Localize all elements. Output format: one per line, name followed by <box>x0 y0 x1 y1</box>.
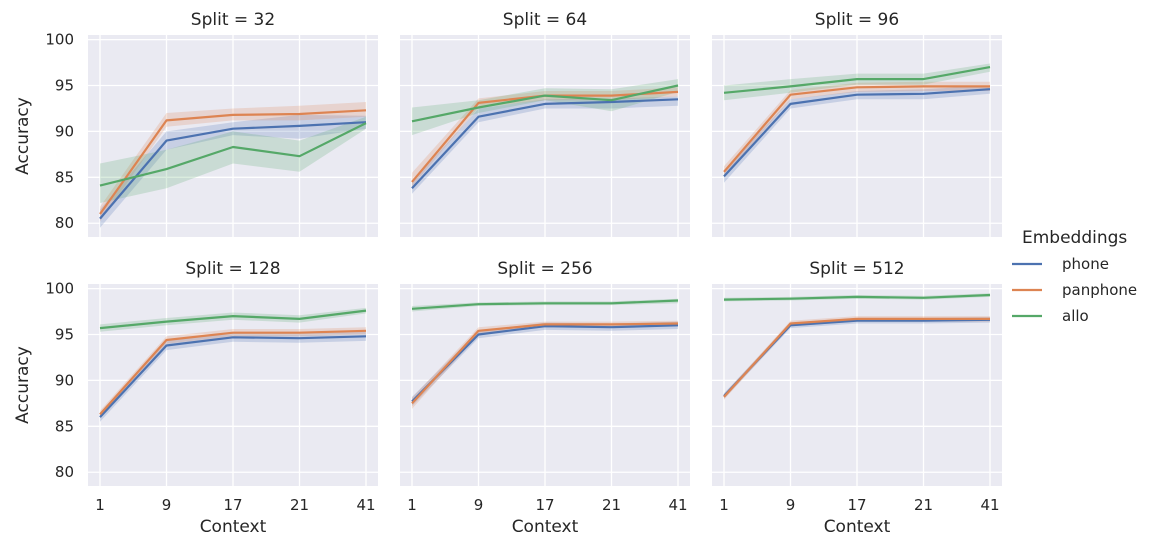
y-tick-label: 100 <box>45 280 74 298</box>
series-line-allo <box>411 299 679 310</box>
x-tick-label: 1 <box>95 496 105 514</box>
x-tick-label: 9 <box>162 496 172 514</box>
confidence-band-allo <box>100 307 366 332</box>
panel-title: Split = 128 <box>185 259 280 279</box>
confidence-band-allo <box>412 298 678 312</box>
panel-title: Split = 64 <box>503 10 587 30</box>
panel: Split = 96 <box>712 10 1002 237</box>
x-tick-label: 41 <box>980 496 999 514</box>
confidence-band-panphone <box>100 102 366 222</box>
y-tick-label: 100 <box>45 31 74 49</box>
x-tick-label: 41 <box>356 496 375 514</box>
x-tick-label: 41 <box>668 496 687 514</box>
x-axis-label: Context <box>512 517 579 537</box>
series-line-panphone <box>723 317 990 398</box>
x-tick-label: 21 <box>914 496 933 514</box>
y-tick-label: 95 <box>55 77 74 95</box>
y-tick-label: 90 <box>55 371 74 389</box>
confidence-band-allo <box>100 116 366 203</box>
series-line-panphone <box>723 85 990 173</box>
y-tick-label: 90 <box>55 122 74 140</box>
panel-title: Split = 32 <box>191 10 275 30</box>
x-tick-label: 9 <box>786 496 796 514</box>
panel-title: Split = 96 <box>815 10 899 30</box>
y-axis-label: Accuracy <box>13 346 33 424</box>
panel: Split = 256 1 9 17 21 41 Context <box>400 259 690 537</box>
y-tick-label: 95 <box>55 326 74 344</box>
x-tick-label: 21 <box>290 496 309 514</box>
x-tick-label: 9 <box>474 496 484 514</box>
series-line-allo <box>411 84 679 123</box>
series-line-phone <box>723 88 991 178</box>
series-line-panphone <box>411 322 679 405</box>
series-line-allo <box>723 66 991 94</box>
confidence-band-phone <box>100 331 366 422</box>
x-tick-label: 1 <box>407 496 417 514</box>
panel: Split = 128 80 85 90 95 100 Accuracy 1 9 17 21 41 Co… <box>13 259 378 537</box>
series-line-phone <box>99 121 367 220</box>
series-line-panphone <box>99 329 367 416</box>
y-tick-label: 80 <box>55 463 74 481</box>
confidence-band-allo <box>724 63 990 101</box>
panel: Split = 512 1 9 17 21 41 Context <box>712 259 1002 537</box>
confidence-band-panphone <box>412 87 678 187</box>
legend-label-phone: phone <box>1062 255 1109 273</box>
confidence-band-phone <box>412 96 678 194</box>
legend-label-allo: allo <box>1062 307 1089 325</box>
panel-title: Split = 512 <box>809 259 904 279</box>
panel: Split = 32 80 85 90 95 100 Accuracy <box>13 10 378 237</box>
y-tick-label: 85 <box>55 417 74 435</box>
confidence-band-phone <box>724 85 990 183</box>
series-line-allo <box>99 309 367 330</box>
panel: Split = 64 <box>400 10 690 237</box>
series-line-phone <box>411 324 679 403</box>
x-tick-label: 17 <box>847 496 866 514</box>
x-tick-label: 21 <box>602 496 621 514</box>
legend-label-panphone: panphone <box>1062 281 1137 299</box>
x-axis-label: Context <box>200 517 267 537</box>
y-axis-label: Accuracy <box>13 97 33 175</box>
series-line-phone <box>411 98 679 190</box>
y-tick-label: 85 <box>55 168 74 186</box>
series-line-allo <box>723 293 991 301</box>
panel-title: Split = 256 <box>497 259 592 279</box>
x-tick-label: 17 <box>223 496 242 514</box>
confidence-band-phone <box>100 114 366 228</box>
legend-title: Embeddings <box>1022 228 1127 248</box>
series-line-panphone <box>99 109 367 215</box>
confidence-band-allo <box>412 79 678 136</box>
x-tick-label: 1 <box>719 496 729 514</box>
series-line-phone <box>99 335 367 418</box>
x-tick-label: 17 <box>535 496 554 514</box>
x-axis-label: Context <box>824 517 891 537</box>
y-tick-label: 80 <box>55 214 74 232</box>
series-line-allo <box>99 122 367 187</box>
legend: Embeddings phone panphone allo <box>1012 228 1137 325</box>
